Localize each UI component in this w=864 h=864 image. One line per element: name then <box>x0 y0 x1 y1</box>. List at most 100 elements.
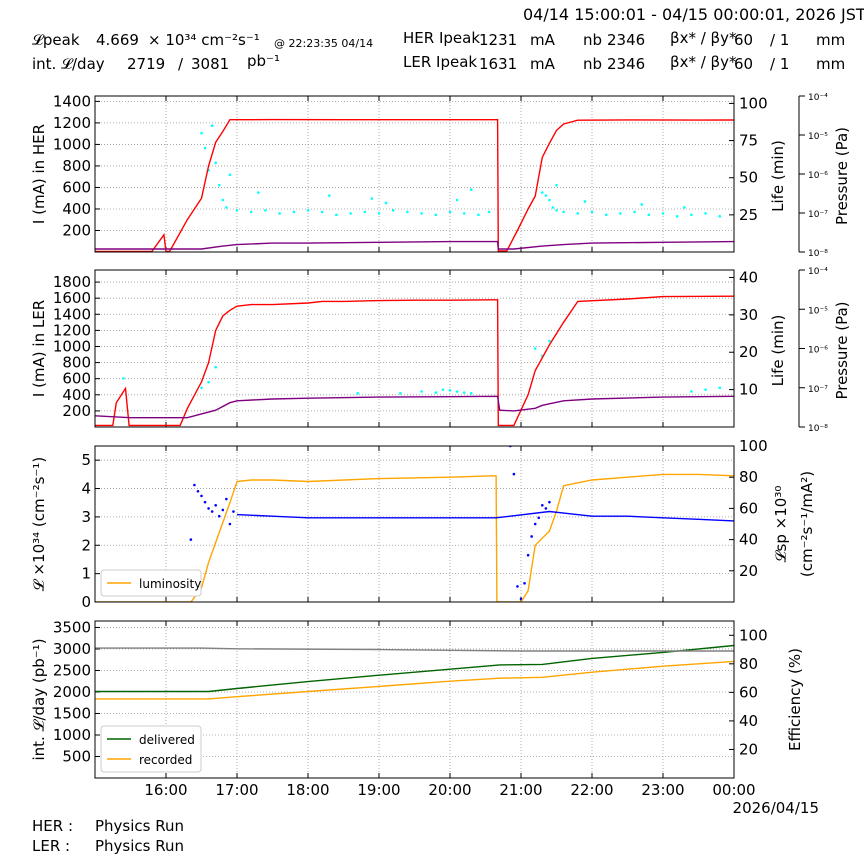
series-line-delivered <box>95 644 734 693</box>
scatter-point <box>356 392 360 395</box>
pressure-tick-label: 10⁻⁷ <box>808 210 828 220</box>
scatter-point <box>203 500 207 504</box>
scatter-point <box>455 390 459 393</box>
scatter-point <box>328 194 331 197</box>
her-beta-x-value: 60 <box>734 31 754 49</box>
x-tick-label: 19:00 <box>357 781 400 799</box>
left-tick-label: 800 <box>62 354 91 372</box>
left-tick-label: 3500 <box>53 618 91 636</box>
scatter-point <box>704 212 707 215</box>
scatter-point <box>555 209 558 212</box>
right-tick-label: 40 <box>739 531 758 549</box>
scatter-point <box>306 209 310 212</box>
scatter-point <box>320 210 324 214</box>
scatter-point <box>225 497 228 501</box>
scatter-point <box>214 365 217 369</box>
series-line-right-2 <box>95 647 734 652</box>
axes-frame <box>94 445 735 603</box>
scatter-point <box>583 200 587 203</box>
right-y-axis-label: Efficiency (%) <box>786 648 804 751</box>
right-tick-label: 20 <box>739 343 758 361</box>
scatter-point <box>214 503 217 507</box>
pressure-tick-label: 10⁻⁵ <box>808 306 828 316</box>
y-axis-label: I (mA) in HER <box>30 124 48 224</box>
x-tick-label: 22:00 <box>570 781 613 799</box>
right-tick-label: 60 <box>739 499 758 517</box>
right-y-axis-label: 𝓛sp ×10³⁰ <box>772 486 790 563</box>
scatter-point <box>704 388 707 391</box>
scatter-point <box>207 507 210 510</box>
x-tick-label: 18:00 <box>286 781 329 799</box>
x-tick-label: 16:00 <box>144 781 187 799</box>
scatter-point <box>462 212 466 215</box>
int-lumi-value: 2719 <box>127 55 166 73</box>
scatter-point <box>512 472 516 476</box>
scatter-point <box>544 194 548 197</box>
pressure-axis-label: Pressure (Pa) <box>833 127 851 225</box>
left-tick-label: 1000 <box>53 337 91 355</box>
panel-integrated: 500 1000 1500 2000 2500 3000 3500 20 40 60 80 100 in… <box>30 618 819 817</box>
lumi-peak-unit: × 10³⁴ cm⁻²s⁻¹ <box>148 31 260 49</box>
left-tick-label: 1200 <box>53 321 91 339</box>
pressure-tick-label: 10⁻⁴ <box>808 93 828 103</box>
right-y-axis-label: Life (min) <box>769 315 787 387</box>
her-beta-unit: mm <box>816 31 846 49</box>
scatter-point <box>189 538 193 541</box>
scatter-point <box>391 209 395 212</box>
left-tick-label: 500 <box>62 747 91 765</box>
series-line-right-1 <box>236 510 734 522</box>
axes-frame <box>94 620 735 779</box>
scatter-point <box>122 377 125 380</box>
legend-label-delivered: delivered <box>139 733 195 747</box>
axes-frame <box>94 269 735 428</box>
left-tick-label: 1800 <box>53 273 91 291</box>
scatter-point <box>264 209 267 212</box>
her-ipeak-label: HER Ipeak <box>403 29 480 47</box>
footer-ler-status: Physics Run <box>95 837 185 855</box>
scatter-point <box>200 131 203 135</box>
scatter-point <box>232 510 235 513</box>
scatter-point <box>434 391 438 394</box>
scatter-point <box>207 380 210 384</box>
right-tick-label: 30 <box>739 306 758 324</box>
scatter-point <box>683 206 686 209</box>
scatter-point <box>228 522 232 526</box>
int-lumi-unit: pb⁻¹ <box>247 52 280 70</box>
left-tick-label: 1400 <box>53 92 91 110</box>
scatter-point <box>221 198 225 202</box>
scatter-point <box>590 210 594 214</box>
pressure-tick-label: 10⁻⁶ <box>808 346 828 356</box>
scatter-point <box>292 210 296 214</box>
scatter-point <box>675 215 679 218</box>
scatter-point <box>196 489 200 493</box>
scatter-point <box>420 390 423 393</box>
scatter-point <box>548 500 551 504</box>
right-tick-label: 100 <box>739 626 768 644</box>
pressure-tick-label: 10⁻⁷ <box>808 385 828 395</box>
left-tick-label: 4 <box>81 480 91 498</box>
scatter-point <box>548 339 551 343</box>
her-beta-y-value: / 1 <box>770 31 790 49</box>
scatter-point <box>462 391 466 394</box>
scatter-point <box>661 212 665 215</box>
footer-her-label: HER : <box>32 817 74 835</box>
y-axis-label: 𝓛 ×10³⁴ (cm⁻²s⁻¹) <box>30 457 48 591</box>
scatter-point <box>228 173 232 177</box>
legend-box <box>100 569 202 597</box>
left-tick-label: 400 <box>62 200 91 218</box>
series-line-luminosity <box>95 473 734 602</box>
x-tick-label: 20:00 <box>428 781 471 799</box>
right-tick-label: 50 <box>739 169 758 187</box>
axes-frame <box>94 95 735 253</box>
footer-ler-label: LER : <box>32 837 71 855</box>
scatter-point <box>604 213 608 217</box>
scatter-point <box>544 507 548 510</box>
scatter-point <box>200 494 203 498</box>
right-tick-label: 20 <box>739 740 758 758</box>
scatter-point <box>214 161 217 165</box>
scatter-point <box>526 553 530 557</box>
left-tick-label: 600 <box>62 370 91 388</box>
left-tick-label: 400 <box>62 386 91 404</box>
